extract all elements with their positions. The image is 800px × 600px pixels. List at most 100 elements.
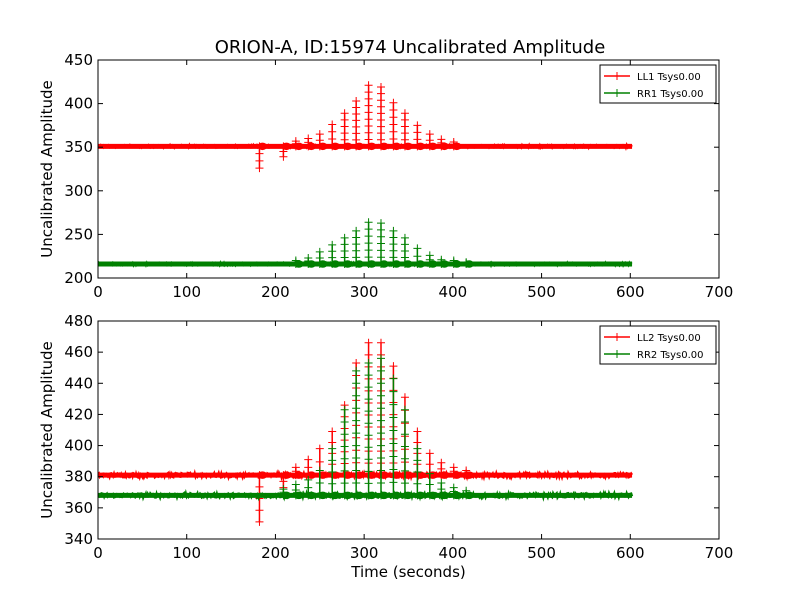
y-tick-label: 200: [64, 269, 93, 287]
peak-bump: [342, 471, 353, 479]
peak-bump: [451, 471, 462, 479]
legend-marker: [613, 333, 621, 341]
data-marker: [389, 362, 398, 371]
peak-bump: [464, 491, 474, 500]
data-marker: [364, 121, 373, 130]
data-marker: [364, 232, 373, 241]
data-marker: [389, 98, 398, 107]
data-marker: [352, 416, 361, 425]
data-marker: [352, 359, 361, 368]
data-marker: [328, 468, 337, 477]
legend-label: RR1 Tsys0.00: [637, 89, 704, 100]
y-tick-label: 300: [64, 182, 93, 200]
legend-label: RR2 Tsys0.00: [637, 350, 704, 361]
data-marker: [340, 430, 349, 439]
peak-bump: [451, 491, 462, 500]
data-marker: [376, 429, 385, 438]
bottom-panel: 0 100 200 300 400 500 600 700 340 360 380 400 420 440…: [38, 312, 733, 581]
data-marker: [328, 427, 337, 436]
peak-bump: [366, 491, 377, 500]
x-tick-label: 200: [261, 283, 290, 301]
series-rr1: [98, 218, 633, 269]
peak-bump: [439, 142, 450, 151]
data-marker: [304, 455, 313, 464]
data-marker: [255, 482, 264, 491]
data-marker: [364, 218, 373, 227]
peak-bump: [439, 471, 450, 479]
data-marker: [352, 391, 361, 400]
data-marker: [389, 439, 398, 448]
data-marker: [389, 120, 398, 129]
data-marker: [255, 164, 264, 173]
peak-bump: [391, 471, 402, 479]
data-marker: [364, 443, 373, 452]
data-marker: [400, 417, 409, 426]
x-tick-label: 500: [527, 544, 556, 562]
data-marker: [364, 419, 373, 428]
data-marker: [328, 444, 337, 453]
y-tick-label: 440: [64, 374, 93, 392]
data-marker: [413, 128, 422, 137]
x-tick-label: 700: [705, 283, 734, 301]
data-marker: [413, 252, 422, 261]
x-axis-label: Time (seconds): [350, 563, 466, 581]
peak-bump: [342, 491, 353, 500]
data-marker: [328, 135, 337, 144]
data-marker: [425, 469, 434, 478]
data-marker: [376, 391, 385, 400]
x-tick-label: 0: [93, 283, 103, 301]
y-tick-label: 400: [64, 437, 93, 455]
data-marker: [340, 233, 349, 242]
peak-bump: [366, 260, 377, 268]
data-marker: [352, 466, 361, 475]
y-tick-label: 420: [64, 405, 93, 423]
data-marker: [328, 120, 337, 129]
data-marker: [389, 452, 398, 461]
data-marker: [304, 475, 313, 484]
data-marker: [413, 135, 422, 144]
data-marker: [400, 430, 409, 439]
data-marker: [400, 233, 409, 242]
data-marker: [425, 130, 434, 139]
peak-bump: [366, 142, 377, 151]
peak-bump: [415, 260, 426, 268]
peak-bump: [281, 471, 292, 479]
data-marker: [255, 517, 264, 526]
data-marker: [376, 466, 385, 475]
data-marker: [376, 239, 385, 248]
data-marker: [389, 413, 398, 422]
data-marker: [425, 480, 434, 489]
y-axis-label: Uncalibrated Amplitude: [38, 80, 56, 257]
data-marker: [389, 135, 398, 144]
x-tick-label: 700: [705, 544, 734, 562]
peak-bump: [306, 491, 317, 500]
data-marker: [413, 244, 422, 253]
peak-bump: [391, 491, 402, 500]
peak-bump: [306, 471, 317, 479]
data-marker: [315, 247, 324, 256]
peak-bump: [379, 471, 389, 479]
y-tick-label: 450: [64, 51, 93, 69]
x-tick-label: 300: [350, 544, 379, 562]
x-tick-label: 200: [261, 544, 290, 562]
data-marker: [437, 478, 446, 487]
data-marker: [376, 379, 385, 388]
data-marker: [255, 149, 264, 158]
peak-bump: [451, 142, 462, 151]
legend-marker: [613, 350, 621, 358]
peak-bump: [428, 471, 438, 479]
data-marker: [364, 225, 373, 234]
peak-bump: [354, 142, 364, 151]
peak-bump: [415, 491, 426, 500]
data-marker: [376, 441, 385, 450]
data-marker: [364, 135, 373, 144]
data-marker: [449, 463, 458, 472]
data-marker: [352, 96, 361, 105]
data-marker: [400, 454, 409, 463]
data-marker: [364, 108, 373, 117]
peak-bump: [403, 142, 413, 151]
data-marker: [315, 466, 324, 475]
data-marker: [376, 338, 385, 347]
data-marker: [340, 466, 349, 475]
